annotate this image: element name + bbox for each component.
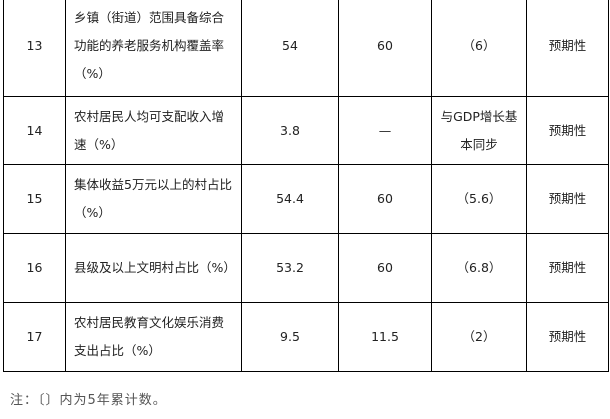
target-value: 60: [338, 233, 432, 303]
indicator-name: 县级及以上文明村占比（%）: [65, 233, 242, 303]
attribute: 预期性: [526, 96, 609, 165]
change-value: 与GDP增长基本同步: [431, 96, 527, 165]
change-value: （6.8）: [431, 233, 527, 303]
row-number: 15: [3, 164, 66, 234]
table-row: 17 农村居民教育文化娱乐消费支出占比（%） 9.5 11.5 （2） 预期性: [3, 302, 609, 372]
row-number: 14: [3, 96, 66, 165]
attribute: 预期性: [526, 302, 609, 372]
target-value: 60: [338, 164, 432, 234]
change-value: （6）: [431, 0, 527, 97]
row-number: 17: [3, 302, 66, 372]
footnote: 注：〔〕内为5年累计数。: [10, 393, 167, 408]
indicator-table: 13 乡镇（街道）范围具备综合功能的养老服务机构覆盖率（%） 54 60 （6） 预期性 1…: [3, 0, 609, 372]
attribute: 预期性: [526, 233, 609, 303]
row-number: 16: [3, 233, 66, 303]
target-value: —: [338, 96, 432, 165]
attribute: 预期性: [526, 0, 609, 97]
target-value: 60: [338, 0, 432, 97]
indicator-name: 农村居民教育文化娱乐消费支出占比（%）: [65, 302, 242, 372]
base-value: 3.8: [241, 96, 339, 165]
indicator-name: 集体收益5万元以上的村占比（%）: [65, 164, 242, 234]
base-value: 54.4: [241, 164, 339, 234]
row-number: 13: [3, 0, 66, 97]
table-row: 16 县级及以上文明村占比（%） 53.2 60 （6.8） 预期性: [3, 233, 609, 303]
attribute: 预期性: [526, 164, 609, 234]
target-value: 11.5: [338, 302, 432, 372]
change-value: （5.6）: [431, 164, 527, 234]
indicator-name: 农村居民人均可支配收入增速（%）: [65, 96, 242, 165]
table-row: 15 集体收益5万元以上的村占比（%） 54.4 60 （5.6） 预期性: [3, 164, 609, 234]
indicator-name: 乡镇（街道）范围具备综合功能的养老服务机构覆盖率（%）: [65, 0, 242, 97]
change-value: （2）: [431, 302, 527, 372]
table-row: 13 乡镇（街道）范围具备综合功能的养老服务机构覆盖率（%） 54 60 （6） 预期性: [3, 0, 609, 97]
base-value: 9.5: [241, 302, 339, 372]
base-value: 53.2: [241, 233, 339, 303]
base-value: 54: [241, 0, 339, 97]
table-row: 14 农村居民人均可支配收入增速（%） 3.8— 与GDP增长基本同步 预期性: [3, 96, 609, 165]
